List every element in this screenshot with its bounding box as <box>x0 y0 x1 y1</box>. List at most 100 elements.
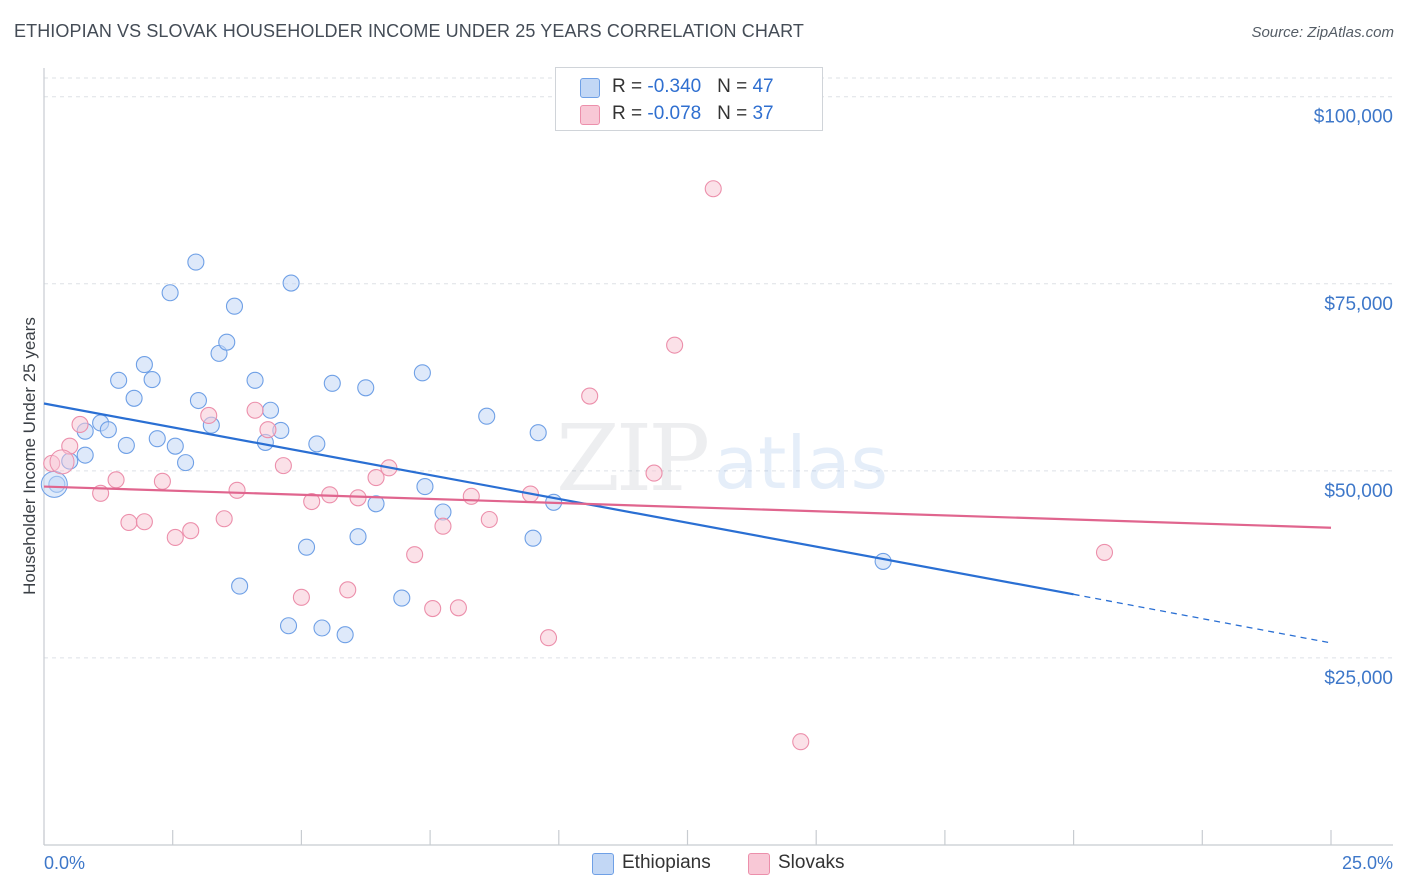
slovaks-point-large <box>49 449 75 475</box>
slovaks-point-27 <box>462 487 480 505</box>
slovaks-point-17 <box>303 492 321 511</box>
ethiopians-point-20 <box>225 297 244 315</box>
x-tick-label-min: 0.0% <box>44 853 85 873</box>
ethiopians-point-38 <box>416 478 434 496</box>
legend-r-label: R = <box>612 103 648 124</box>
ethiopians-point-large <box>40 470 68 498</box>
slovaks-point-35 <box>792 733 810 751</box>
axes <box>43 68 1393 846</box>
bottom-legend-swatch-slovaks <box>748 853 770 875</box>
slovaks-point-13 <box>246 401 264 419</box>
x-tick-labels: 0.0% 25.0% <box>44 853 1393 873</box>
ethiopians-point-33 <box>349 528 367 546</box>
slovaks-point-16 <box>292 588 310 606</box>
slovaks-point-6 <box>135 513 153 531</box>
ethiopians-point-31 <box>323 374 341 392</box>
slovaks-point-30 <box>539 629 558 647</box>
y-tick-label-1: $50,000 <box>1324 481 1393 502</box>
slovaks-point-14 <box>259 421 277 439</box>
slovaks-point-2 <box>71 415 89 434</box>
slovaks-point-36 <box>1095 543 1114 561</box>
slovaks-point-10 <box>200 406 218 425</box>
ethiopians-point-13 <box>166 437 184 455</box>
ethiopians-point-16 <box>189 391 207 410</box>
slovaks-point-4 <box>107 471 125 489</box>
ethiopians-point-12 <box>161 284 179 302</box>
slovaks-point-9 <box>182 522 200 540</box>
legend-r-value: -0.078 <box>647 103 702 124</box>
ethiopians-point-7 <box>117 436 135 454</box>
source-label: Source: ZipAtlas.com <box>1251 24 1394 41</box>
ethiopians-point-28 <box>297 538 316 556</box>
slovaks-point-11 <box>215 510 233 528</box>
slovaks-point-7 <box>153 472 171 490</box>
ethiopians-point-15 <box>187 253 205 271</box>
legend-n-label: N = <box>717 103 753 124</box>
legend-r-label: R = <box>612 76 648 97</box>
ethiopians-point-41 <box>524 529 542 547</box>
ethiopians-point-32 <box>336 626 354 644</box>
ethiopians-point-22 <box>246 371 264 389</box>
ethiopians-point-40 <box>478 407 496 425</box>
slovaks-point-31 <box>581 387 599 405</box>
ethiopians-point-5 <box>99 421 117 439</box>
ethiopians-point-36 <box>393 589 411 607</box>
ethiopians-points <box>40 253 892 644</box>
slovaks-point-21 <box>367 469 385 487</box>
slovaks-point-15 <box>274 457 292 475</box>
ethiopians-point-24 <box>261 401 280 419</box>
slovaks-point-12 <box>228 481 246 499</box>
ethiopians-point-2 <box>76 446 94 464</box>
y-tick-label-2: $75,000 <box>1324 294 1393 315</box>
y-tick-label-0: $25,000 <box>1324 668 1393 689</box>
slovaks-point-33 <box>666 336 684 354</box>
slovaks-points <box>43 180 1114 751</box>
ethiopians-point-34 <box>357 379 375 397</box>
ethiopians-point-6 <box>110 371 128 389</box>
slovaks-point-8 <box>166 528 184 547</box>
ethiopians-point-14 <box>177 454 195 472</box>
slovaks-trend-line <box>43 485 1332 529</box>
y-axis-label: Householder Income Under 25 years <box>20 317 39 595</box>
ethiopians-point-30 <box>313 619 331 637</box>
grid-lines <box>44 77 1393 659</box>
ethiopians-point-39 <box>434 503 452 521</box>
slovaks-point-28 <box>480 510 498 529</box>
ethiopians-point-29 <box>308 435 326 453</box>
chart-title: ETHIOPIAN VS SLOVAK HOUSEHOLDER INCOME U… <box>14 21 804 41</box>
slovaks-point-24 <box>424 599 442 618</box>
trend-lines <box>43 402 1332 644</box>
ethiopians-point-42 <box>529 424 547 442</box>
ethiopians-point-10 <box>143 371 161 389</box>
ethiopians-point-11 <box>148 430 166 448</box>
ethiopians-point-37 <box>413 364 431 382</box>
watermark-zip: ZIP <box>556 405 707 512</box>
ethiopians-point-35 <box>367 495 385 513</box>
ethiopians-point-19 <box>218 333 236 351</box>
legend-n-value: 47 <box>752 76 774 97</box>
ethiopians-point-9 <box>135 356 153 374</box>
slovaks-point-25 <box>434 517 452 535</box>
legend-n-value: 37 <box>752 103 774 124</box>
ethiopians-trend-extension <box>1073 593 1332 644</box>
ethiopians-point-44 <box>874 552 892 570</box>
slovaks-point-23 <box>406 546 424 564</box>
y-tick-label-3: $100,000 <box>1314 107 1393 128</box>
watermark: ZIP atlas <box>556 405 888 512</box>
legend-swatch-slovaks <box>580 105 600 125</box>
ethiopians-point-8 <box>125 389 143 407</box>
bottom-legend-label-ethiopians: Ethiopians <box>622 852 711 873</box>
correlation-legend: R = -0.340 N = 47 R = -0.078 N = 37 <box>555 67 823 131</box>
slovaks-point-5 <box>120 513 138 532</box>
ethiopians-trend-line <box>43 402 1074 596</box>
legend-swatch-ethiopians <box>580 78 600 98</box>
slovaks-point-34 <box>704 180 722 198</box>
y-tick-labels: $25,000 $50,000 $75,000 $100,000 <box>1314 107 1393 689</box>
slovaks-point-26 <box>449 599 467 617</box>
bottom-legend-swatch-ethiopians <box>592 853 614 875</box>
ethiopians-point-27 <box>279 617 298 635</box>
bottom-legend-label-slovaks: Slovaks <box>778 852 845 873</box>
legend-n-label: N = <box>717 76 753 97</box>
watermark-atlas: atlas <box>714 421 888 505</box>
